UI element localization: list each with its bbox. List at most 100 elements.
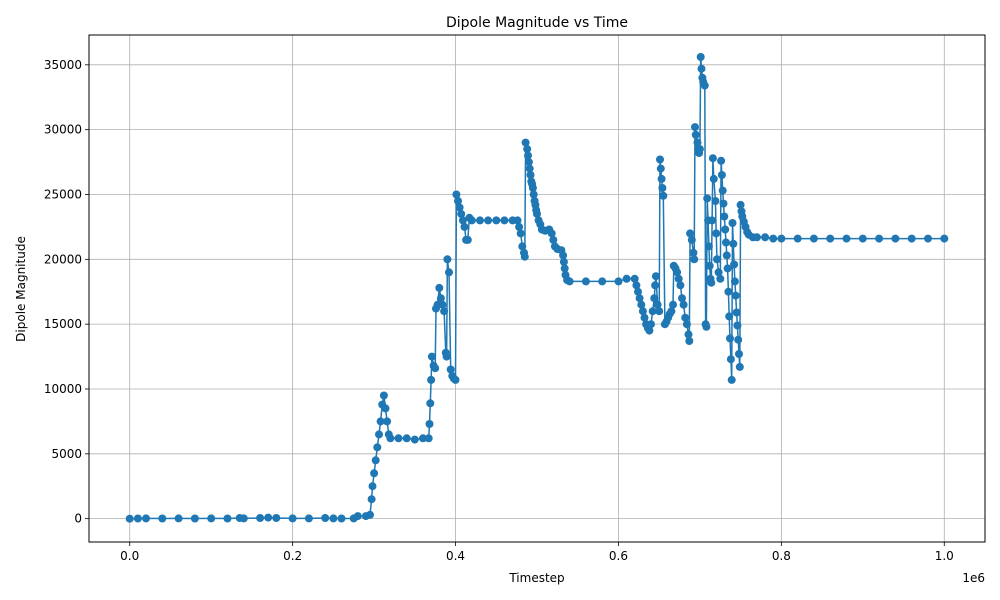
data-point [722,238,730,247]
data-point [707,278,716,287]
data-point [858,234,867,243]
data-point [622,274,631,283]
data-point [705,261,714,270]
data-point [239,514,248,523]
data-point [875,234,884,243]
data-point [445,268,453,277]
data-point [379,391,388,400]
data-point [653,300,662,309]
data-point [714,268,723,277]
data-point [598,277,607,286]
data-point [463,235,472,244]
data-point [581,277,590,286]
data-point [891,234,900,243]
data-point [410,435,419,444]
data-point [526,171,535,179]
data-point [703,194,712,203]
data-point [733,321,742,330]
x-tick-label: 0.8 [772,549,791,563]
data-point [648,307,657,316]
data-point [458,216,467,225]
data-point [443,255,452,264]
data-point [547,229,556,238]
x-axis-offset-label: 1e6 [962,571,985,585]
data-point [419,434,427,443]
data-point [158,514,167,523]
data-point [713,255,721,264]
data-point [529,190,538,199]
data-point [722,251,731,260]
data-point [669,300,677,309]
data-point [697,64,706,73]
data-point [375,430,383,439]
data-point [651,281,660,290]
data-point [687,235,696,244]
data-point [724,287,733,296]
data-point [516,229,525,238]
data-point [730,277,739,286]
data-point [752,233,761,242]
data-point [321,514,330,522]
data-point [842,234,851,243]
data-point [460,222,469,231]
data-point [223,514,232,523]
data-point [691,123,699,132]
data-point [717,171,726,179]
data-point [717,156,726,165]
x-tick-label: 0.2 [283,549,302,563]
data-point [367,495,376,504]
data-point [793,234,802,243]
data-point [370,469,379,478]
data-point [725,312,734,321]
data-point [650,294,659,303]
x-tick-label: 0.0 [120,549,139,563]
data-point [732,308,741,317]
data-point [716,274,725,283]
data-point [446,365,455,374]
data-point [435,283,444,292]
data-point [656,155,664,164]
data-point [690,255,699,264]
data-point [264,513,273,522]
data-point [726,355,735,364]
data-point [655,307,664,316]
data-point [373,443,382,452]
data-point [667,307,676,316]
data-point [651,272,660,281]
data-point [720,212,729,221]
data-point [731,291,740,300]
data-point [630,274,639,283]
plot-frame [88,34,986,543]
data-point [427,375,436,384]
x-tick-label: 0.6 [609,549,628,563]
data-point [719,199,728,208]
data-point [518,242,527,251]
data-point [523,145,532,154]
data-point [727,375,736,384]
y-axis-label: Dipole Magnitude [14,236,28,342]
data-point [366,510,374,519]
data-point [907,234,916,243]
data-point [329,514,338,523]
data-point [457,209,466,218]
data-point [761,233,770,242]
data-point [638,307,647,316]
data-point [728,219,737,227]
data-point [684,330,693,339]
data-point [656,164,665,173]
data-point [304,514,313,523]
data-point [425,420,434,428]
data-point [371,456,380,465]
data-point [809,234,818,243]
data-point [700,81,709,90]
data-point [657,174,666,183]
data-point [723,264,732,273]
x-axis-label: Timestep [508,571,564,585]
data-point [559,257,568,266]
series-layer [125,53,949,523]
y-tick-label: 0 [74,512,82,526]
data-point [696,53,705,61]
data-point [735,362,744,371]
